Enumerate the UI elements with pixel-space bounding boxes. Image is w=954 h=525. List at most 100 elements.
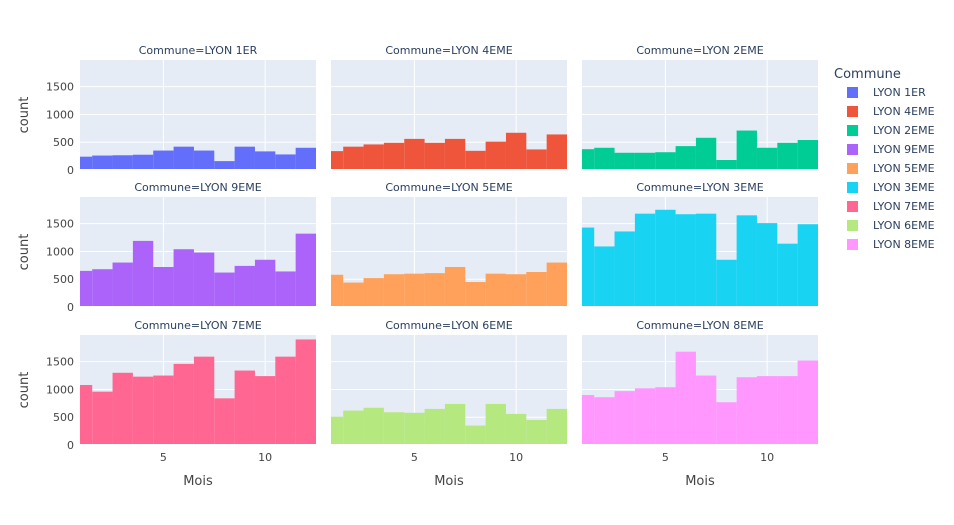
bar xyxy=(546,262,567,307)
bar xyxy=(505,274,527,307)
bar xyxy=(505,132,527,170)
legend-swatch xyxy=(847,87,858,98)
legend-swatch xyxy=(847,144,858,155)
legend-swatch xyxy=(847,201,858,212)
legend-item-label: LYON 9EME xyxy=(873,143,935,156)
bar xyxy=(797,360,818,445)
bar xyxy=(716,160,737,170)
facet-title: Commune=LYON 6EME xyxy=(385,319,512,332)
bar xyxy=(343,146,364,170)
bar xyxy=(655,209,676,307)
bar xyxy=(404,412,425,445)
bar xyxy=(465,425,486,445)
bar xyxy=(173,363,194,445)
legend-swatch xyxy=(847,182,858,193)
bar xyxy=(132,376,154,445)
y-tick-label: 500 xyxy=(53,411,74,424)
bar xyxy=(444,138,466,170)
bar xyxy=(736,215,757,307)
x-tick-label: 10 xyxy=(258,451,272,464)
y-tick-label: 1000 xyxy=(46,245,74,258)
bar xyxy=(655,152,676,170)
bar xyxy=(153,150,174,170)
bar xyxy=(716,402,737,445)
bar xyxy=(254,259,276,307)
bar xyxy=(594,397,615,445)
bar xyxy=(275,271,296,307)
bar xyxy=(526,420,547,445)
bar xyxy=(331,416,344,445)
bar xyxy=(582,395,595,445)
y-tick-label: 500 xyxy=(53,273,74,286)
x-tick-label: 10 xyxy=(760,451,774,464)
bar xyxy=(343,410,364,445)
bar xyxy=(777,243,798,307)
bar xyxy=(594,246,615,307)
bar xyxy=(756,376,778,445)
bar xyxy=(234,370,255,445)
bar xyxy=(594,147,615,170)
y-tick-label: 1500 xyxy=(46,356,74,369)
bar xyxy=(485,141,506,170)
legend-swatch xyxy=(847,125,858,136)
facet-title: Commune=LYON 8EME xyxy=(636,319,763,332)
legend-item-label: LYON 1ER xyxy=(873,86,926,99)
bar xyxy=(343,282,364,307)
bar xyxy=(275,154,296,170)
bar xyxy=(582,227,595,307)
bar xyxy=(614,391,635,445)
legend-item-label: LYON 2EME xyxy=(873,124,935,137)
bar xyxy=(797,224,818,307)
bar xyxy=(485,273,506,307)
bar xyxy=(173,249,194,307)
x-tick-label: 5 xyxy=(160,451,167,464)
bar xyxy=(80,385,93,445)
bar xyxy=(424,142,445,170)
x-tick-label: 10 xyxy=(509,451,523,464)
y-tick-label: 0 xyxy=(67,439,74,452)
bar xyxy=(193,150,215,170)
y-tick-label: 1000 xyxy=(46,108,74,121)
bar xyxy=(132,154,154,170)
bar xyxy=(526,149,547,170)
legend-item-label: LYON 3EME xyxy=(873,181,935,194)
legend-item-label: LYON 5EME xyxy=(873,162,935,175)
bar xyxy=(404,138,425,170)
bar xyxy=(295,339,316,445)
bar xyxy=(193,356,215,445)
y-tick-label: 0 xyxy=(67,301,74,314)
y-tick-label: 1500 xyxy=(46,81,74,94)
bar xyxy=(214,398,235,445)
bar xyxy=(234,265,255,307)
bar xyxy=(485,403,506,445)
bar xyxy=(112,372,133,445)
bar xyxy=(797,140,818,170)
bar xyxy=(756,147,778,170)
legend-item-label: LYON 6EME xyxy=(873,219,935,232)
facet-title: Commune=LYON 2EME xyxy=(636,44,763,57)
bar xyxy=(153,267,174,307)
bar xyxy=(383,142,405,170)
bar xyxy=(153,375,174,445)
legend-swatch xyxy=(847,220,858,231)
bar xyxy=(444,403,466,445)
bar xyxy=(295,147,316,170)
bar xyxy=(634,213,656,307)
bar xyxy=(363,144,384,170)
bar xyxy=(634,388,656,445)
x-tick-label: 5 xyxy=(662,451,669,464)
bar xyxy=(695,375,717,445)
bar xyxy=(295,233,316,307)
bar xyxy=(80,270,93,307)
facet-title: Commune=LYON 9EME xyxy=(134,181,261,194)
bar xyxy=(444,267,466,307)
bar xyxy=(132,240,154,307)
bar xyxy=(214,161,235,170)
bar xyxy=(695,137,717,170)
y-tick-label: 1000 xyxy=(46,383,74,396)
bar xyxy=(363,407,384,445)
bar xyxy=(675,214,696,307)
x-tick-label: 5 xyxy=(411,451,418,464)
bar xyxy=(254,151,276,170)
bar xyxy=(363,278,384,307)
